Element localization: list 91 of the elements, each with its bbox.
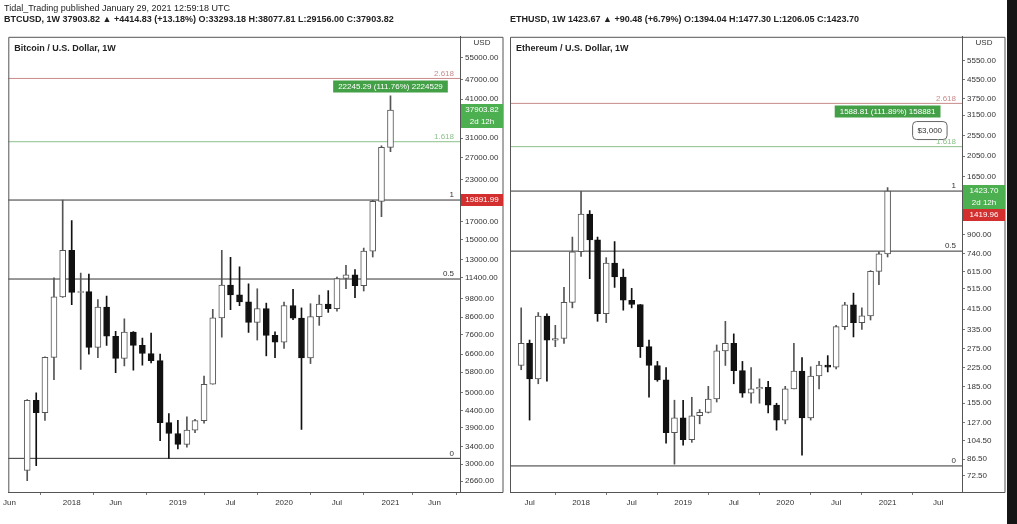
- y-axis-title: USD: [473, 38, 491, 47]
- y-tick-label: 23000.00: [465, 174, 499, 184]
- y-tick-label: 615.00: [967, 266, 993, 276]
- text: 2d 12h: [469, 117, 495, 127]
- annotation: 1: [449, 190, 455, 200]
- annotation: 1588.81 (111.89%) 158881: [839, 106, 937, 116]
- y-tick-label: 13000.00: [465, 254, 499, 264]
- y-tick-label: 17000.00: [465, 217, 499, 227]
- text: Ethereum / U.S. Dollar, 1W: [516, 43, 630, 54]
- y-tick-label: 3900.00: [465, 422, 495, 432]
- x-tick-label: 2019: [674, 498, 693, 507]
- y-tick-label: 27000.00: [465, 152, 499, 162]
- y-tick-label: 2660.00: [465, 476, 495, 486]
- y-tick-label: 4550.00: [967, 75, 997, 85]
- y-tick-label: 9800.00: [465, 294, 495, 304]
- x-tick-label: 2021: [878, 498, 898, 507]
- x-tick-label: Jun: [427, 498, 441, 507]
- y-tick-label: 47000.00: [465, 75, 499, 85]
- y-tick-label: 2050.00: [967, 151, 997, 161]
- candlestick: [165, 413, 173, 459]
- x-tick-label: 2020: [776, 498, 795, 507]
- y-tick-label: 275.00: [967, 343, 993, 353]
- candlestick: [342, 264, 350, 289]
- x-tick-label: Jul: [626, 498, 637, 507]
- x-tick-label: 2021: [381, 498, 400, 507]
- y-tick-label: 127.00: [967, 417, 993, 427]
- y-tick-label: 225.00: [967, 362, 993, 372]
- y-tick-label: 900.00: [967, 230, 993, 240]
- text: 19891.99: [465, 195, 500, 205]
- annotation: 1: [951, 181, 957, 191]
- y-tick-label: 41000.00: [465, 94, 499, 104]
- y-tick-label: 185.00: [967, 381, 993, 391]
- y-tick-label: 104.50: [967, 436, 993, 446]
- annotation: 0: [951, 456, 957, 466]
- text: 37903.82: [465, 105, 500, 115]
- y-tick-label: 5550.00: [967, 56, 997, 66]
- annotation: 1.618: [935, 136, 957, 146]
- annotation: 0.5: [442, 269, 455, 279]
- y-tick-label: 7600.00: [465, 329, 495, 339]
- x-tick-label: Jul: [225, 498, 236, 507]
- annotation: 2.618: [935, 93, 957, 103]
- y-tick-label: 155.00: [967, 398, 993, 408]
- y-tick-label: 5000.00: [465, 388, 495, 398]
- annotation: $3,000: [917, 125, 943, 135]
- y-tick-label: 1650.00: [967, 172, 997, 182]
- y-tick-label: 5800.00: [465, 367, 495, 377]
- y-tick-label: 3750.00: [967, 93, 997, 103]
- text: Bitcoin / U.S. Dollar, 1W: [14, 43, 117, 54]
- candlestick: [324, 290, 332, 313]
- y-tick-label: 11400.00: [465, 273, 499, 282]
- y-axis-title: USD: [975, 38, 993, 47]
- y-tick-label: 515.00: [967, 283, 993, 293]
- x-tick-label: Jul: [524, 498, 535, 507]
- x-tick-label: Jul: [728, 498, 740, 507]
- x-tick-label: 2020: [275, 498, 294, 507]
- y-tick-label: 335.00: [967, 324, 993, 334]
- x-tick-label: 2019: [168, 498, 188, 507]
- x-tick-label: Jul: [331, 498, 343, 507]
- x-tick-label: Jun: [3, 498, 16, 507]
- chart-subtitle: ETHUSD, 1W 1423.67 ▲ +90.48 (+6.79%) O:1394.04 H:1477.30 L:1206.05 C:1423.70: [510, 14, 860, 24]
- x-tick-label: Jul: [933, 498, 944, 507]
- text: 1419.96: [969, 210, 1000, 220]
- y-tick-label: 8600.00: [465, 312, 495, 322]
- annotation: 2.618: [433, 68, 455, 78]
- y-tick-label: 2550.00: [967, 130, 997, 140]
- annotation: 0.5: [944, 241, 957, 251]
- text: 2d 12h: [971, 198, 997, 208]
- y-tick-label: 740.00: [967, 248, 993, 258]
- text: 1423.70: [969, 186, 1000, 196]
- y-tick-label: 86.50: [967, 454, 988, 464]
- annotation: 1.618: [433, 131, 455, 141]
- chart-subtitle: Tidal_Trading published January 29, 2021 12:59:18 UTC BTCUSD, 1W 37903.82 ▲ +4414.83 (+13.18%) O:33293.18 H:38077.81 L:29156.00 C:37903.82: [4, 3, 394, 24]
- candlestick: [551, 324, 559, 347]
- y-tick-label: 3000.00: [465, 459, 495, 469]
- y-tick-label: 3400.00: [465, 442, 495, 451]
- x-tick-label: 2018: [62, 498, 82, 507]
- y-tick-label: 4400.00: [465, 405, 495, 415]
- y-tick-label: 6600.00: [465, 349, 495, 359]
- y-tick-label: 55000.00: [465, 53, 499, 63]
- y-tick-label: 31000.00: [465, 133, 499, 143]
- x-tick-label: Jul: [831, 498, 842, 507]
- candlestick: [32, 392, 40, 467]
- candlestick: [628, 288, 635, 309]
- y-tick-label: 72.50: [967, 471, 988, 481]
- x-tick-label: 2018: [572, 498, 591, 507]
- y-tick-label: 15000.00: [465, 234, 499, 244]
- annotation: 22245.29 (111.76%) 2224529: [338, 81, 444, 91]
- annotation: 0: [449, 448, 455, 458]
- x-tick-label: Jun: [109, 498, 123, 507]
- y-tick-label: 3150.00: [967, 110, 997, 120]
- y-tick-label: 415.00: [967, 304, 993, 314]
